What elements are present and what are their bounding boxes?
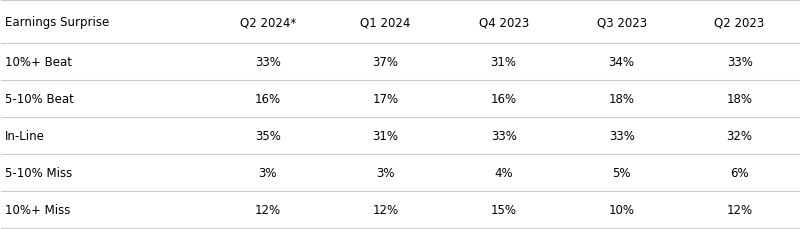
- Text: 10%: 10%: [609, 203, 634, 216]
- Text: 5%: 5%: [612, 166, 631, 179]
- Text: 16%: 16%: [254, 93, 281, 106]
- Text: In-Line: In-Line: [6, 129, 46, 142]
- Text: 10%+ Beat: 10%+ Beat: [6, 56, 72, 69]
- Text: Earnings Surprise: Earnings Surprise: [6, 16, 110, 29]
- Text: 18%: 18%: [726, 93, 753, 106]
- Text: 31%: 31%: [490, 56, 517, 69]
- Text: 18%: 18%: [609, 93, 634, 106]
- Text: Q1 2024: Q1 2024: [361, 16, 411, 29]
- Text: 15%: 15%: [490, 203, 517, 216]
- Text: 17%: 17%: [373, 93, 398, 106]
- Text: 10%+ Miss: 10%+ Miss: [6, 203, 70, 216]
- Text: 4%: 4%: [494, 166, 513, 179]
- Text: 5-10% Beat: 5-10% Beat: [6, 93, 74, 106]
- Text: Q2 2023: Q2 2023: [714, 16, 765, 29]
- Text: Q2 2024*: Q2 2024*: [239, 16, 296, 29]
- Text: 31%: 31%: [373, 129, 398, 142]
- Text: 12%: 12%: [254, 203, 281, 216]
- Text: Q4 2023: Q4 2023: [478, 16, 529, 29]
- Text: 3%: 3%: [258, 166, 277, 179]
- Text: 33%: 33%: [726, 56, 753, 69]
- Text: 34%: 34%: [609, 56, 634, 69]
- Text: 16%: 16%: [490, 93, 517, 106]
- Text: 33%: 33%: [490, 129, 517, 142]
- Text: 5-10% Miss: 5-10% Miss: [6, 166, 73, 179]
- Text: Q3 2023: Q3 2023: [597, 16, 646, 29]
- Text: 35%: 35%: [254, 129, 281, 142]
- Text: 12%: 12%: [373, 203, 398, 216]
- Text: 33%: 33%: [254, 56, 281, 69]
- Text: 32%: 32%: [726, 129, 753, 142]
- Text: 3%: 3%: [377, 166, 395, 179]
- Text: 33%: 33%: [609, 129, 634, 142]
- Text: 12%: 12%: [726, 203, 753, 216]
- Text: 6%: 6%: [730, 166, 749, 179]
- Text: 37%: 37%: [373, 56, 398, 69]
